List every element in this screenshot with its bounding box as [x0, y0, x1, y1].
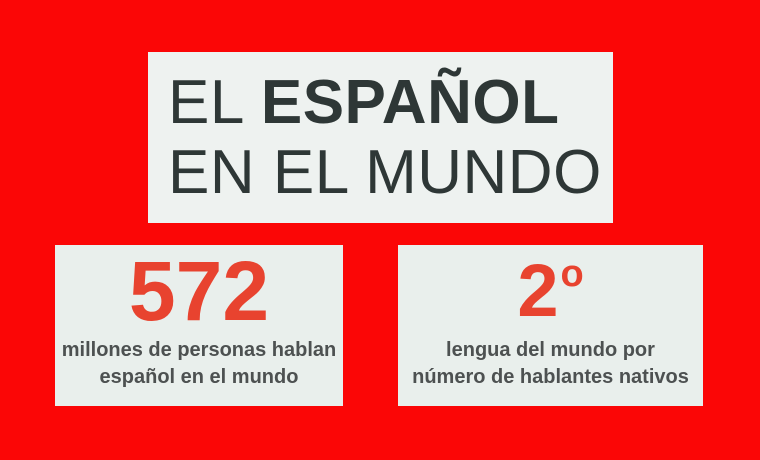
stat-caption-rank: lengua del mundo por número de hablantes… [398, 337, 703, 391]
stat-caption-speakers-line-2: español en el mundo [99, 366, 299, 388]
title-panel: EL ESPAÑOL EN EL MUNDO [148, 52, 613, 223]
stat-caption-speakers: millones de personas hablan español en e… [55, 337, 343, 391]
stat-value-rank-number: 2 [517, 249, 559, 332]
ordinal-indicator: o [560, 253, 584, 295]
stat-caption-rank-line-2: número de hablantes nativos [412, 366, 689, 388]
stat-panel-speakers: 572 millones de personas hablan español … [55, 245, 343, 406]
title-word-espanol: ESPAÑOL [260, 68, 560, 137]
stat-caption-speakers-line-1: millones de personas hablan [61, 339, 337, 361]
title-line-2: EN EL MUNDO [168, 138, 602, 207]
title-word-el: EL [168, 68, 245, 137]
stat-value-rank: 2o [398, 251, 703, 331]
title-line-1: EL ESPAÑOL [168, 68, 613, 138]
stat-caption-rank-line-1: lengua del mundo por [446, 339, 655, 361]
stat-panel-rank: 2o lengua del mundo por número de hablan… [398, 245, 703, 406]
stat-value-speakers: 572 [128, 244, 270, 338]
